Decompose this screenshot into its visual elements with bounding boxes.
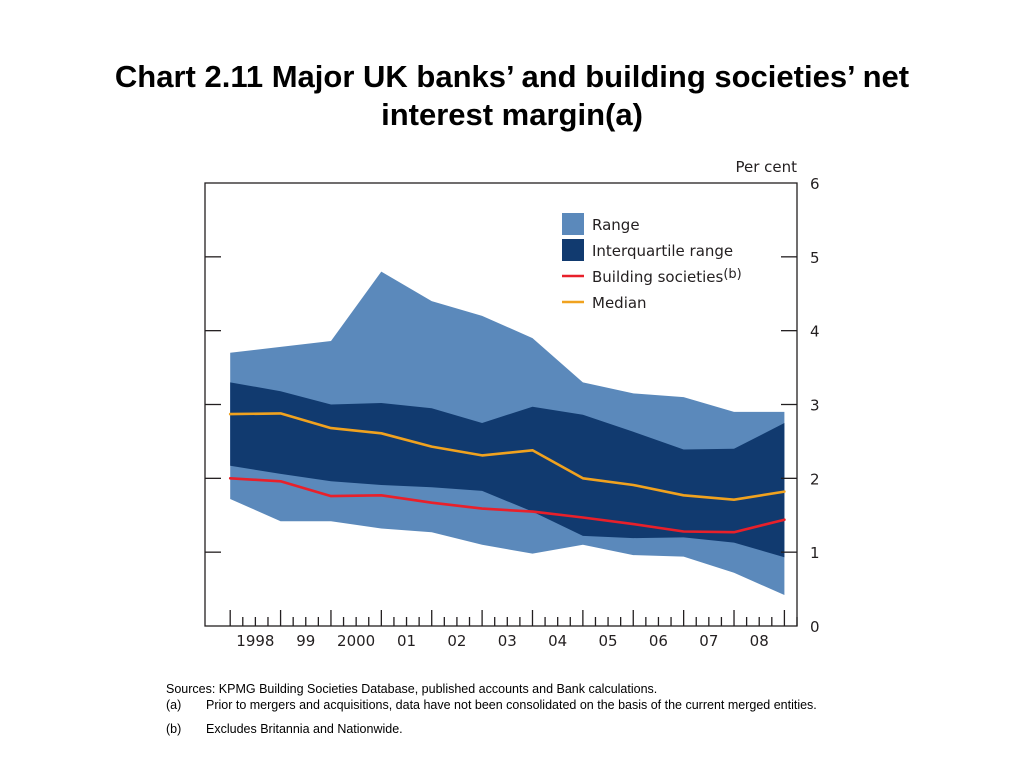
building-societies-line bbox=[228, 476, 786, 534]
x-tick-label: 2000 bbox=[337, 632, 375, 650]
legend-label-range: Range bbox=[592, 216, 640, 234]
x-tick-label: 01 bbox=[397, 632, 416, 650]
footnote-b-text: Excludes Britannia and Nationwide. bbox=[206, 722, 403, 736]
footnote-b: (b) Excludes Britannia and Nationwide. bbox=[166, 721, 966, 737]
y-tick-label: 1 bbox=[810, 544, 820, 562]
x-tick-label: 02 bbox=[447, 632, 466, 650]
x-tick-label: 07 bbox=[699, 632, 718, 650]
legend-swatch-interquartile-range bbox=[562, 239, 584, 261]
chart-notes: Sources: KPMG Building Societies Databas… bbox=[166, 681, 966, 737]
legend-label-building-societies: Building societies(b) bbox=[592, 267, 742, 286]
chart-title-line-2: interest margin(a) bbox=[381, 97, 643, 132]
series-lines bbox=[228, 412, 786, 534]
y-axis: 0 1 2 3 4 5 6 bbox=[205, 175, 820, 636]
range-bands bbox=[230, 271, 785, 595]
chart-title-line-1: Chart 2.11 Major UK banks’ and building … bbox=[114, 59, 910, 94]
footnote-a-mark: (a) bbox=[166, 698, 182, 712]
legend: Range Interquartile range Building societi… bbox=[562, 213, 742, 312]
sources-note: Sources: KPMG Building Societies Databas… bbox=[166, 682, 658, 696]
x-tick-label: 03 bbox=[498, 632, 517, 650]
footnote-b-mark: (b) bbox=[166, 722, 182, 736]
legend-footnote-marker: (b) bbox=[723, 267, 741, 282]
footnote-a-text: Prior to mergers and acquisitions, data … bbox=[206, 698, 817, 712]
y-tick-label: 0 bbox=[810, 618, 820, 636]
x-tick-label: 99 bbox=[296, 632, 315, 650]
y-tick-label: 6 bbox=[810, 175, 820, 193]
legend-label-interquartile-range: Interquartile range bbox=[592, 242, 733, 260]
footnote-a: (a) Prior to mergers and acquisitions, d… bbox=[166, 697, 966, 713]
y-tick-label: 2 bbox=[810, 470, 820, 488]
x-tick-label: 04 bbox=[548, 632, 567, 650]
y-axis-label: Per cent bbox=[735, 158, 797, 176]
interquartile-range-band bbox=[230, 382, 785, 558]
legend-label-median: Median bbox=[592, 294, 647, 312]
chart-title: Chart 2.11 Major UK banks’ and building … bbox=[40, 58, 984, 134]
legend-swatch-range bbox=[562, 213, 584, 235]
median-line bbox=[228, 412, 786, 502]
y-tick-label: 5 bbox=[810, 249, 820, 267]
x-tick-label: 08 bbox=[750, 632, 769, 650]
x-tick-label: 1998 bbox=[236, 632, 274, 650]
x-axis: 1998 99 2000 01 02 03 04 05 06 07 08 bbox=[229, 610, 798, 650]
x-tick-label: 05 bbox=[599, 632, 618, 650]
x-tick-label: 06 bbox=[649, 632, 668, 650]
y-tick-label: 3 bbox=[810, 397, 820, 415]
y-tick-label: 4 bbox=[810, 323, 820, 341]
